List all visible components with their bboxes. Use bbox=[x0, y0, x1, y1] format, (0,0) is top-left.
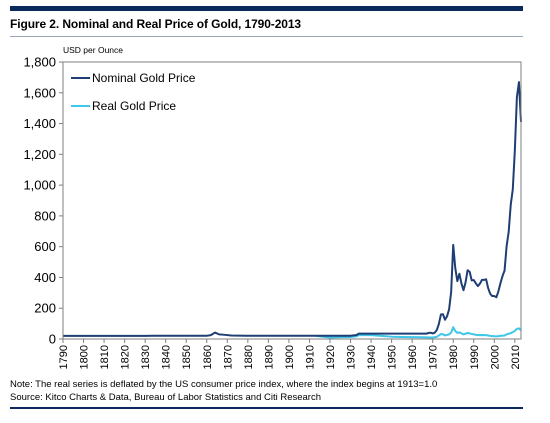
top-rule bbox=[10, 6, 523, 11]
x-tick-label: 1790 bbox=[58, 345, 70, 369]
x-tick-label: 1840 bbox=[161, 345, 173, 369]
x-tick-label: 1880 bbox=[243, 345, 255, 369]
x-tick-label: 1920 bbox=[325, 345, 337, 369]
plot-lines bbox=[63, 81, 522, 339]
title-rule bbox=[10, 36, 523, 37]
y-tick-label: 1,400 bbox=[23, 116, 56, 131]
note-text: Note: The real series is deflated by the… bbox=[10, 379, 438, 390]
x-tick-label: 1800 bbox=[79, 345, 91, 369]
x-tick-label: 2000 bbox=[489, 345, 501, 369]
x-tick-label: 1870 bbox=[222, 345, 234, 369]
y-tick-label: 1,200 bbox=[23, 147, 56, 162]
x-tick-label: 1950 bbox=[387, 345, 399, 369]
legend-label-real: Real Gold Price bbox=[92, 99, 176, 113]
bottom-rule bbox=[10, 407, 523, 409]
plot-frame bbox=[62, 61, 522, 340]
series-line-nominal bbox=[63, 81, 522, 337]
x-tick-label: 1910 bbox=[304, 345, 316, 369]
x-tick-label: 1830 bbox=[140, 345, 152, 369]
source-text: Source: Kitco Charts & Data, Bureau of L… bbox=[10, 392, 322, 403]
x-tick-label: 1990 bbox=[469, 345, 481, 369]
y-tick-label: 400 bbox=[34, 270, 56, 285]
figure-title: Figure 2. Nominal and Real Price of Gold… bbox=[10, 17, 301, 31]
y-axis-title: USD per Ounce bbox=[63, 45, 123, 55]
x-tick-label: 1940 bbox=[366, 345, 378, 369]
x-tick-label: 1890 bbox=[263, 345, 275, 369]
x-tick-label: 1970 bbox=[428, 345, 440, 369]
y-tick-label: 800 bbox=[34, 208, 56, 223]
y-tick-label: 200 bbox=[34, 301, 56, 316]
series-line-real bbox=[315, 326, 522, 339]
y-tick-label: 600 bbox=[34, 239, 56, 254]
y-tick-label: 0 bbox=[49, 332, 56, 347]
x-tick-label: 1980 bbox=[448, 345, 460, 369]
x-tick-label: 1810 bbox=[99, 345, 111, 369]
y-tick-label: 1,000 bbox=[23, 178, 56, 193]
x-tick-label: 1820 bbox=[120, 345, 132, 369]
y-axis: 0 200 400 600 800 1,000 1,200 1,400 1,600 1,800 bbox=[23, 55, 63, 347]
x-tick-label: 2010 bbox=[510, 345, 522, 369]
x-axis: 1790 1800 1810 1820 1830 1840 1850 1860 1870 1880… bbox=[58, 339, 522, 369]
x-tick-label: 1930 bbox=[346, 345, 358, 369]
x-tick-label: 1850 bbox=[181, 345, 193, 369]
x-tick-label: 1860 bbox=[202, 345, 214, 369]
legend: Nominal Gold Price Real Gold Price bbox=[71, 71, 196, 113]
y-tick-label: 1,600 bbox=[23, 85, 56, 100]
x-tick-label: 1900 bbox=[284, 345, 296, 369]
x-tick-label: 1960 bbox=[407, 345, 419, 369]
legend-label-nominal: Nominal Gold Price bbox=[92, 71, 196, 85]
y-tick-label: 1,800 bbox=[23, 55, 56, 70]
figure-notes: Note: The real series is deflated by the… bbox=[10, 378, 437, 404]
